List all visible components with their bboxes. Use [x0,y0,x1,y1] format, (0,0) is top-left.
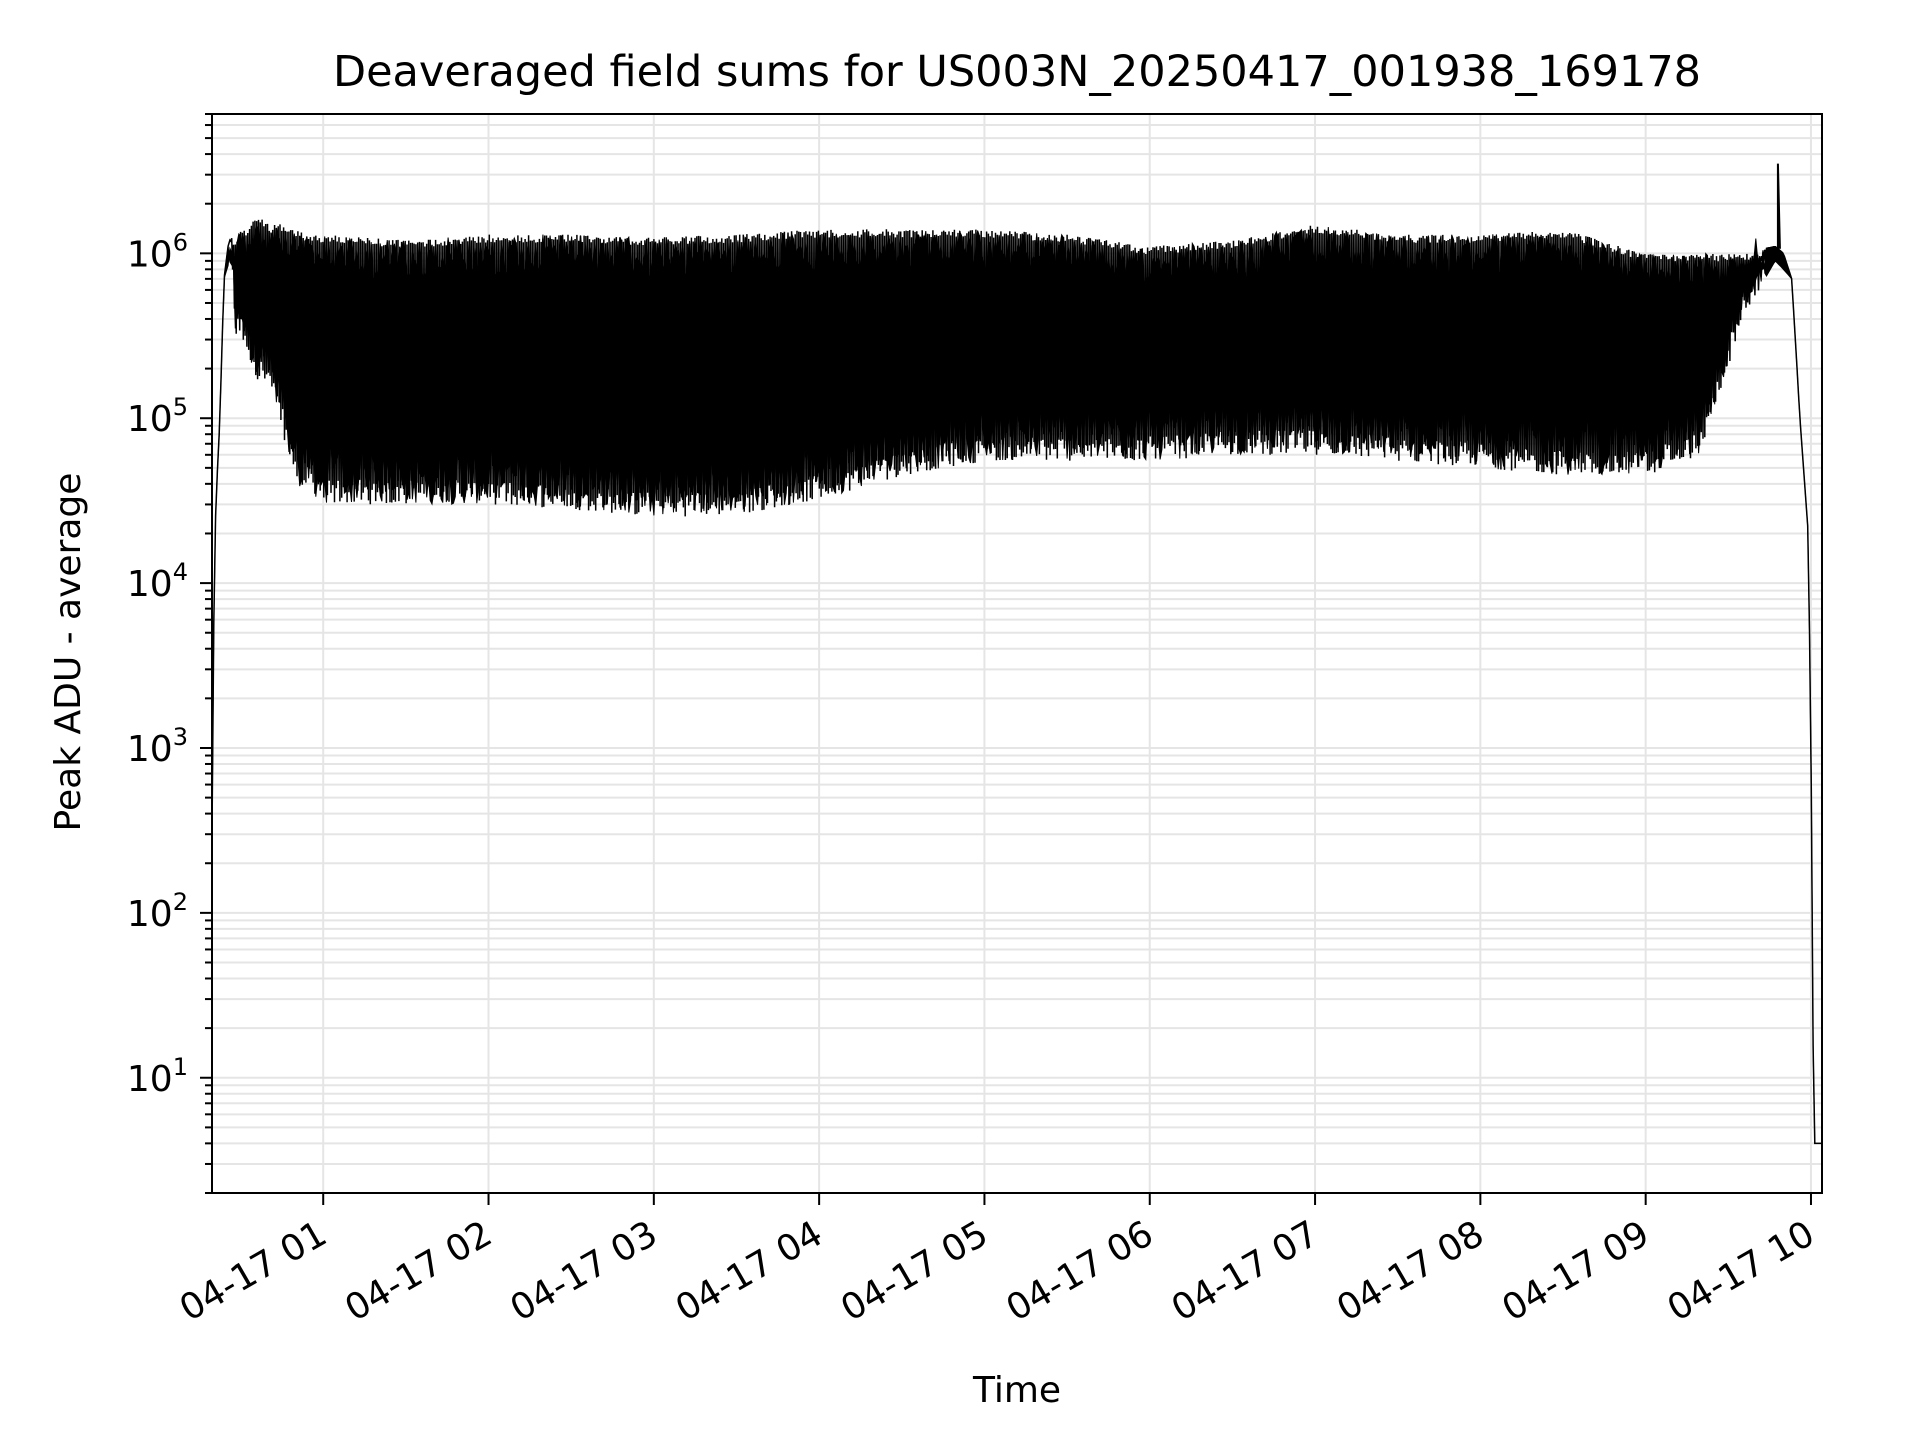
x-tick-label: 04-17 04 [669,1213,830,1329]
y-axis-label: Peak ADU - average [48,473,89,832]
y-tick-label: 104 [127,558,188,605]
x-tick-label: 04-17 05 [834,1213,995,1329]
x-axis: 04-17 01 04-17 02 04-17 03 04-17 04 04-17 05… [173,1193,1821,1330]
y-tick-label: 105 [127,393,188,440]
y-tick-label: 103 [127,723,188,770]
y-tick-label: 106 [127,228,188,275]
x-tick-label: 04-17 02 [338,1213,499,1329]
series-layer [211,163,1822,1145]
y-tick-label: 102 [127,888,188,935]
x-tick-label: 04-17 03 [504,1213,665,1329]
x-tick-label: 04-17 09 [1495,1213,1656,1329]
x-tick-label: 04-17 10 [1661,1213,1822,1329]
y-axis: 101 102 103 104 105 106 [127,113,212,1194]
x-tick-label: 04-17 06 [1000,1213,1161,1329]
series-spike [1776,163,1781,249]
x-tick-label: 04-17 01 [173,1213,334,1329]
x-tick-label: 04-17 08 [1330,1213,1491,1329]
y-tick-label: 101 [127,1053,188,1100]
chart-title: Deaveraged field sums for US003N_2025041… [333,47,1701,97]
series-line [211,219,1822,1145]
x-tick-label: 04-17 07 [1165,1213,1326,1329]
plot-area-frame [211,113,1823,1194]
x-axis-label: Time [972,1370,1061,1411]
